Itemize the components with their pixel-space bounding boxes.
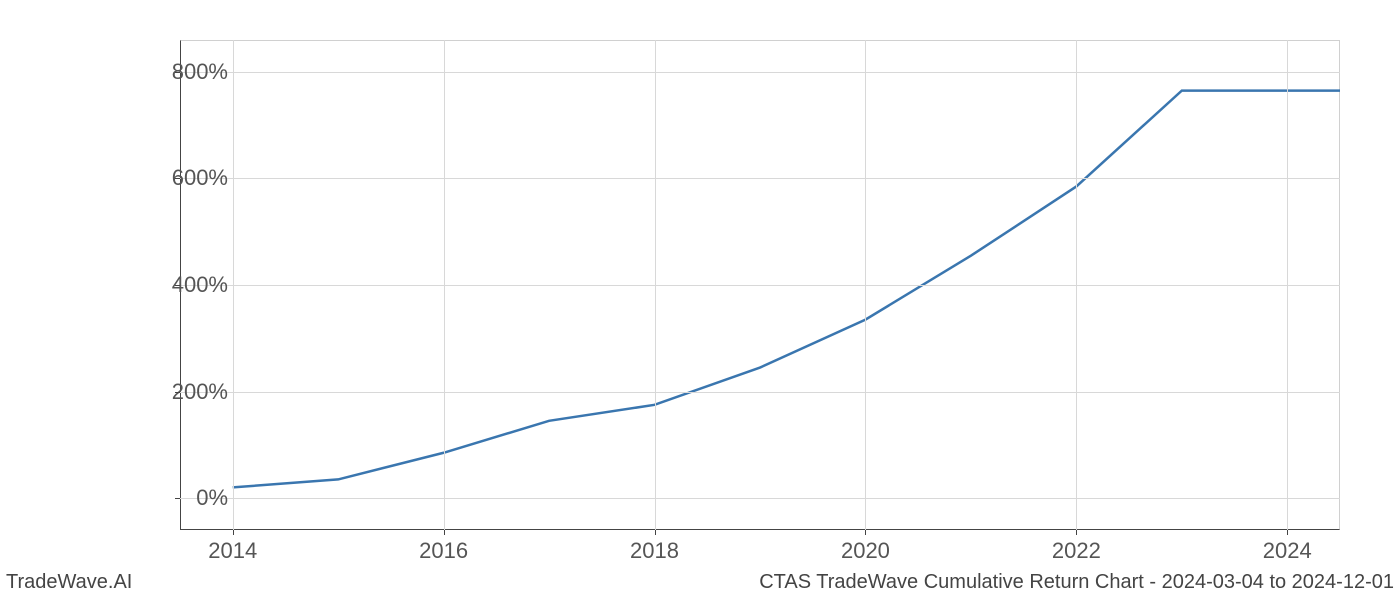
grid-line-vertical bbox=[233, 40, 234, 530]
y-axis-tick-mark bbox=[175, 72, 180, 73]
x-axis-tick-label: 2014 bbox=[208, 538, 257, 564]
y-axis-tick-mark bbox=[175, 285, 180, 286]
x-axis-tick-label: 2020 bbox=[841, 538, 890, 564]
grid-line-vertical bbox=[1076, 40, 1077, 530]
grid-line-horizontal bbox=[180, 392, 1340, 393]
footer-brand: TradeWave.AI bbox=[6, 571, 132, 594]
x-axis-tick-mark bbox=[865, 530, 866, 535]
x-axis-tick-label: 2022 bbox=[1052, 538, 1101, 564]
x-axis-tick-label: 2018 bbox=[630, 538, 679, 564]
x-axis-tick-label: 2024 bbox=[1263, 538, 1312, 564]
x-axis-tick-mark bbox=[655, 530, 656, 535]
grid-line-vertical bbox=[655, 40, 656, 530]
x-axis-tick-mark bbox=[1076, 530, 1077, 535]
x-axis-tick-mark bbox=[1287, 530, 1288, 535]
grid-line-horizontal bbox=[180, 72, 1340, 73]
grid-line-horizontal bbox=[180, 178, 1340, 179]
y-axis-tick-mark bbox=[175, 178, 180, 179]
footer-caption: CTAS TradeWave Cumulative Return Chart -… bbox=[759, 571, 1394, 594]
y-axis-tick-mark bbox=[175, 498, 180, 499]
y-axis-tick-mark bbox=[175, 392, 180, 393]
x-axis-tick-mark bbox=[233, 530, 234, 535]
grid-line-horizontal bbox=[180, 498, 1340, 499]
grid-line-vertical bbox=[1287, 40, 1288, 530]
grid-line-vertical bbox=[865, 40, 866, 530]
x-axis-tick-mark bbox=[444, 530, 445, 535]
chart-plot-area bbox=[180, 40, 1340, 530]
grid-line-horizontal bbox=[180, 285, 1340, 286]
x-axis-tick-label: 2016 bbox=[419, 538, 468, 564]
grid-line-vertical bbox=[444, 40, 445, 530]
